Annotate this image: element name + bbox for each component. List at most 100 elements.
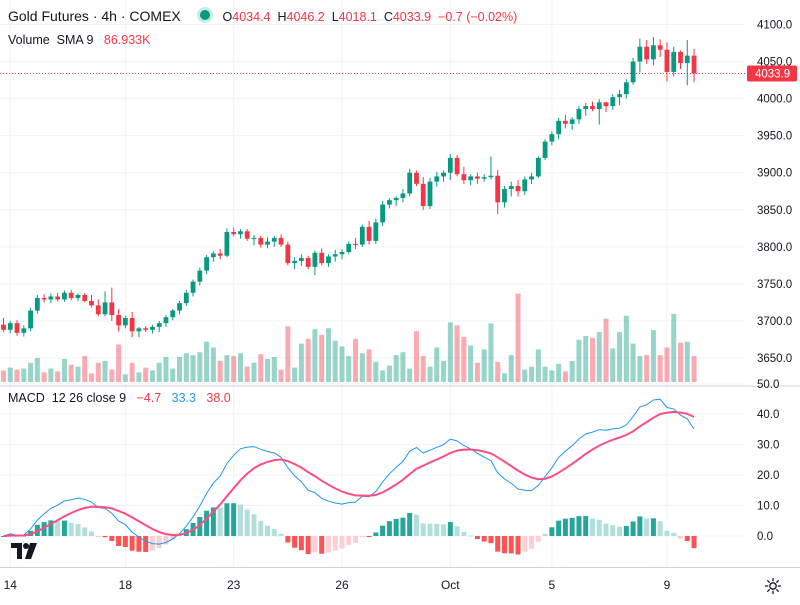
macd-histogram-bar bbox=[305, 536, 311, 555]
change-value: −0.7 (−0.02%) bbox=[438, 10, 518, 24]
volume-bar bbox=[41, 372, 47, 382]
macd-histogram-bar bbox=[163, 536, 169, 545]
macd-histogram-bar bbox=[691, 536, 697, 549]
macd-axis-label: 30.0 bbox=[757, 440, 779, 452]
volume-bar bbox=[292, 367, 298, 382]
symbol-name[interactable]: Gold Futures bbox=[8, 8, 89, 24]
macd-signal-value: 38.0 bbox=[206, 391, 231, 405]
volume-legend[interactable]: Volume SMA 9 86.933K bbox=[8, 33, 150, 47]
macd-histogram-bar bbox=[617, 526, 623, 536]
candle-body bbox=[7, 323, 13, 330]
volume-bar bbox=[650, 330, 656, 382]
macd-histogram-bar bbox=[657, 521, 663, 536]
candle-body bbox=[109, 302, 115, 316]
macd-histogram-bar bbox=[542, 533, 548, 536]
candle-body bbox=[21, 328, 27, 333]
candle-body bbox=[95, 305, 101, 315]
volume-bar bbox=[319, 334, 325, 382]
candle-body bbox=[461, 174, 467, 181]
macd-histogram-bar bbox=[244, 509, 250, 536]
volume-bar bbox=[48, 368, 54, 382]
macd-histogram-bar bbox=[603, 523, 609, 536]
volume-bar bbox=[325, 328, 331, 382]
market-status-icon[interactable] bbox=[196, 7, 213, 23]
macd-histogram-bar bbox=[292, 536, 298, 548]
volume-ma-label: SMA 9 bbox=[56, 33, 94, 47]
candle-body bbox=[150, 326, 155, 330]
macd-histogram-bar bbox=[48, 520, 54, 536]
volume-bar bbox=[1, 370, 6, 382]
volume-bar bbox=[34, 358, 40, 382]
candle-body bbox=[41, 297, 47, 300]
interval-label[interactable]: 4h bbox=[101, 8, 117, 24]
volume-bar bbox=[569, 360, 575, 382]
macd-legend[interactable]: MACD 12 26 close 9 −4.7 33.3 38.0 bbox=[8, 391, 231, 405]
gear-icon[interactable] bbox=[764, 577, 782, 595]
macd-signal-line bbox=[3, 410, 695, 537]
macd-histogram-bar bbox=[671, 532, 677, 536]
time-axis-label: 23 bbox=[227, 578, 241, 592]
macd-histogram-bar bbox=[420, 523, 426, 536]
candle-body bbox=[224, 232, 230, 256]
macd-histogram-bar bbox=[116, 536, 122, 547]
volume-bar bbox=[461, 336, 467, 382]
macd-histogram-bar bbox=[61, 520, 67, 536]
candle-body bbox=[366, 226, 372, 241]
price-axis-label: 3950.0 bbox=[757, 131, 792, 143]
volume-bar bbox=[190, 355, 196, 382]
candle-body bbox=[678, 51, 683, 64]
candle-body bbox=[231, 232, 237, 235]
candle-body bbox=[163, 317, 169, 324]
macd-histogram-bar bbox=[664, 530, 670, 536]
candle-body bbox=[278, 237, 284, 245]
macd-histogram-bar bbox=[644, 518, 650, 536]
volume-bar bbox=[589, 337, 595, 382]
macd-histogram-bar bbox=[143, 536, 149, 552]
candle-body bbox=[217, 253, 223, 256]
volume-label: Volume bbox=[8, 33, 50, 47]
exchange-label: COMEX bbox=[129, 8, 181, 24]
macd-histogram-bar bbox=[298, 536, 304, 551]
volume-bar bbox=[68, 364, 74, 382]
macd-histogram-bar bbox=[109, 536, 115, 541]
candle-body bbox=[488, 175, 494, 178]
volume-bar bbox=[7, 367, 13, 382]
volume-bar bbox=[400, 352, 406, 382]
candle-body bbox=[651, 45, 656, 60]
candle-body bbox=[515, 186, 521, 192]
macd-histogram-bar bbox=[204, 510, 210, 536]
macd-histogram-bar bbox=[156, 536, 162, 549]
tradingview-logo-icon[interactable] bbox=[10, 540, 40, 562]
volume-bar bbox=[617, 332, 623, 382]
candle-body bbox=[657, 45, 663, 50]
volume-bar bbox=[691, 356, 697, 382]
volume-bar bbox=[89, 373, 95, 382]
macd-histogram-bar bbox=[535, 536, 541, 543]
volume-bar bbox=[393, 355, 399, 382]
volume-bar bbox=[576, 339, 582, 382]
candle-body bbox=[590, 106, 595, 109]
volume-bar bbox=[542, 366, 548, 382]
candle-body bbox=[441, 172, 446, 177]
candle-body bbox=[386, 200, 392, 205]
price-axis-label: 4100.0 bbox=[757, 20, 792, 32]
macd-histogram-bar bbox=[589, 518, 595, 536]
macd-histogram-bar bbox=[508, 536, 514, 554]
volume-bar bbox=[522, 369, 528, 382]
volume-bar bbox=[664, 347, 670, 382]
macd-histogram-bar bbox=[630, 521, 636, 536]
candle-body bbox=[122, 317, 128, 326]
macd-line-value: 33.3 bbox=[171, 391, 196, 405]
macd-histogram-bar bbox=[41, 522, 47, 536]
macd-histogram-bar bbox=[596, 520, 602, 536]
candle-body bbox=[271, 237, 277, 242]
time-axis-label: Oct bbox=[441, 578, 460, 592]
macd-histogram-bar bbox=[55, 521, 61, 536]
volume-bar bbox=[583, 335, 589, 382]
candle-body bbox=[62, 292, 67, 300]
candle-body bbox=[569, 119, 575, 124]
volume-bar bbox=[95, 362, 101, 382]
macd-histogram-bar bbox=[122, 536, 128, 547]
